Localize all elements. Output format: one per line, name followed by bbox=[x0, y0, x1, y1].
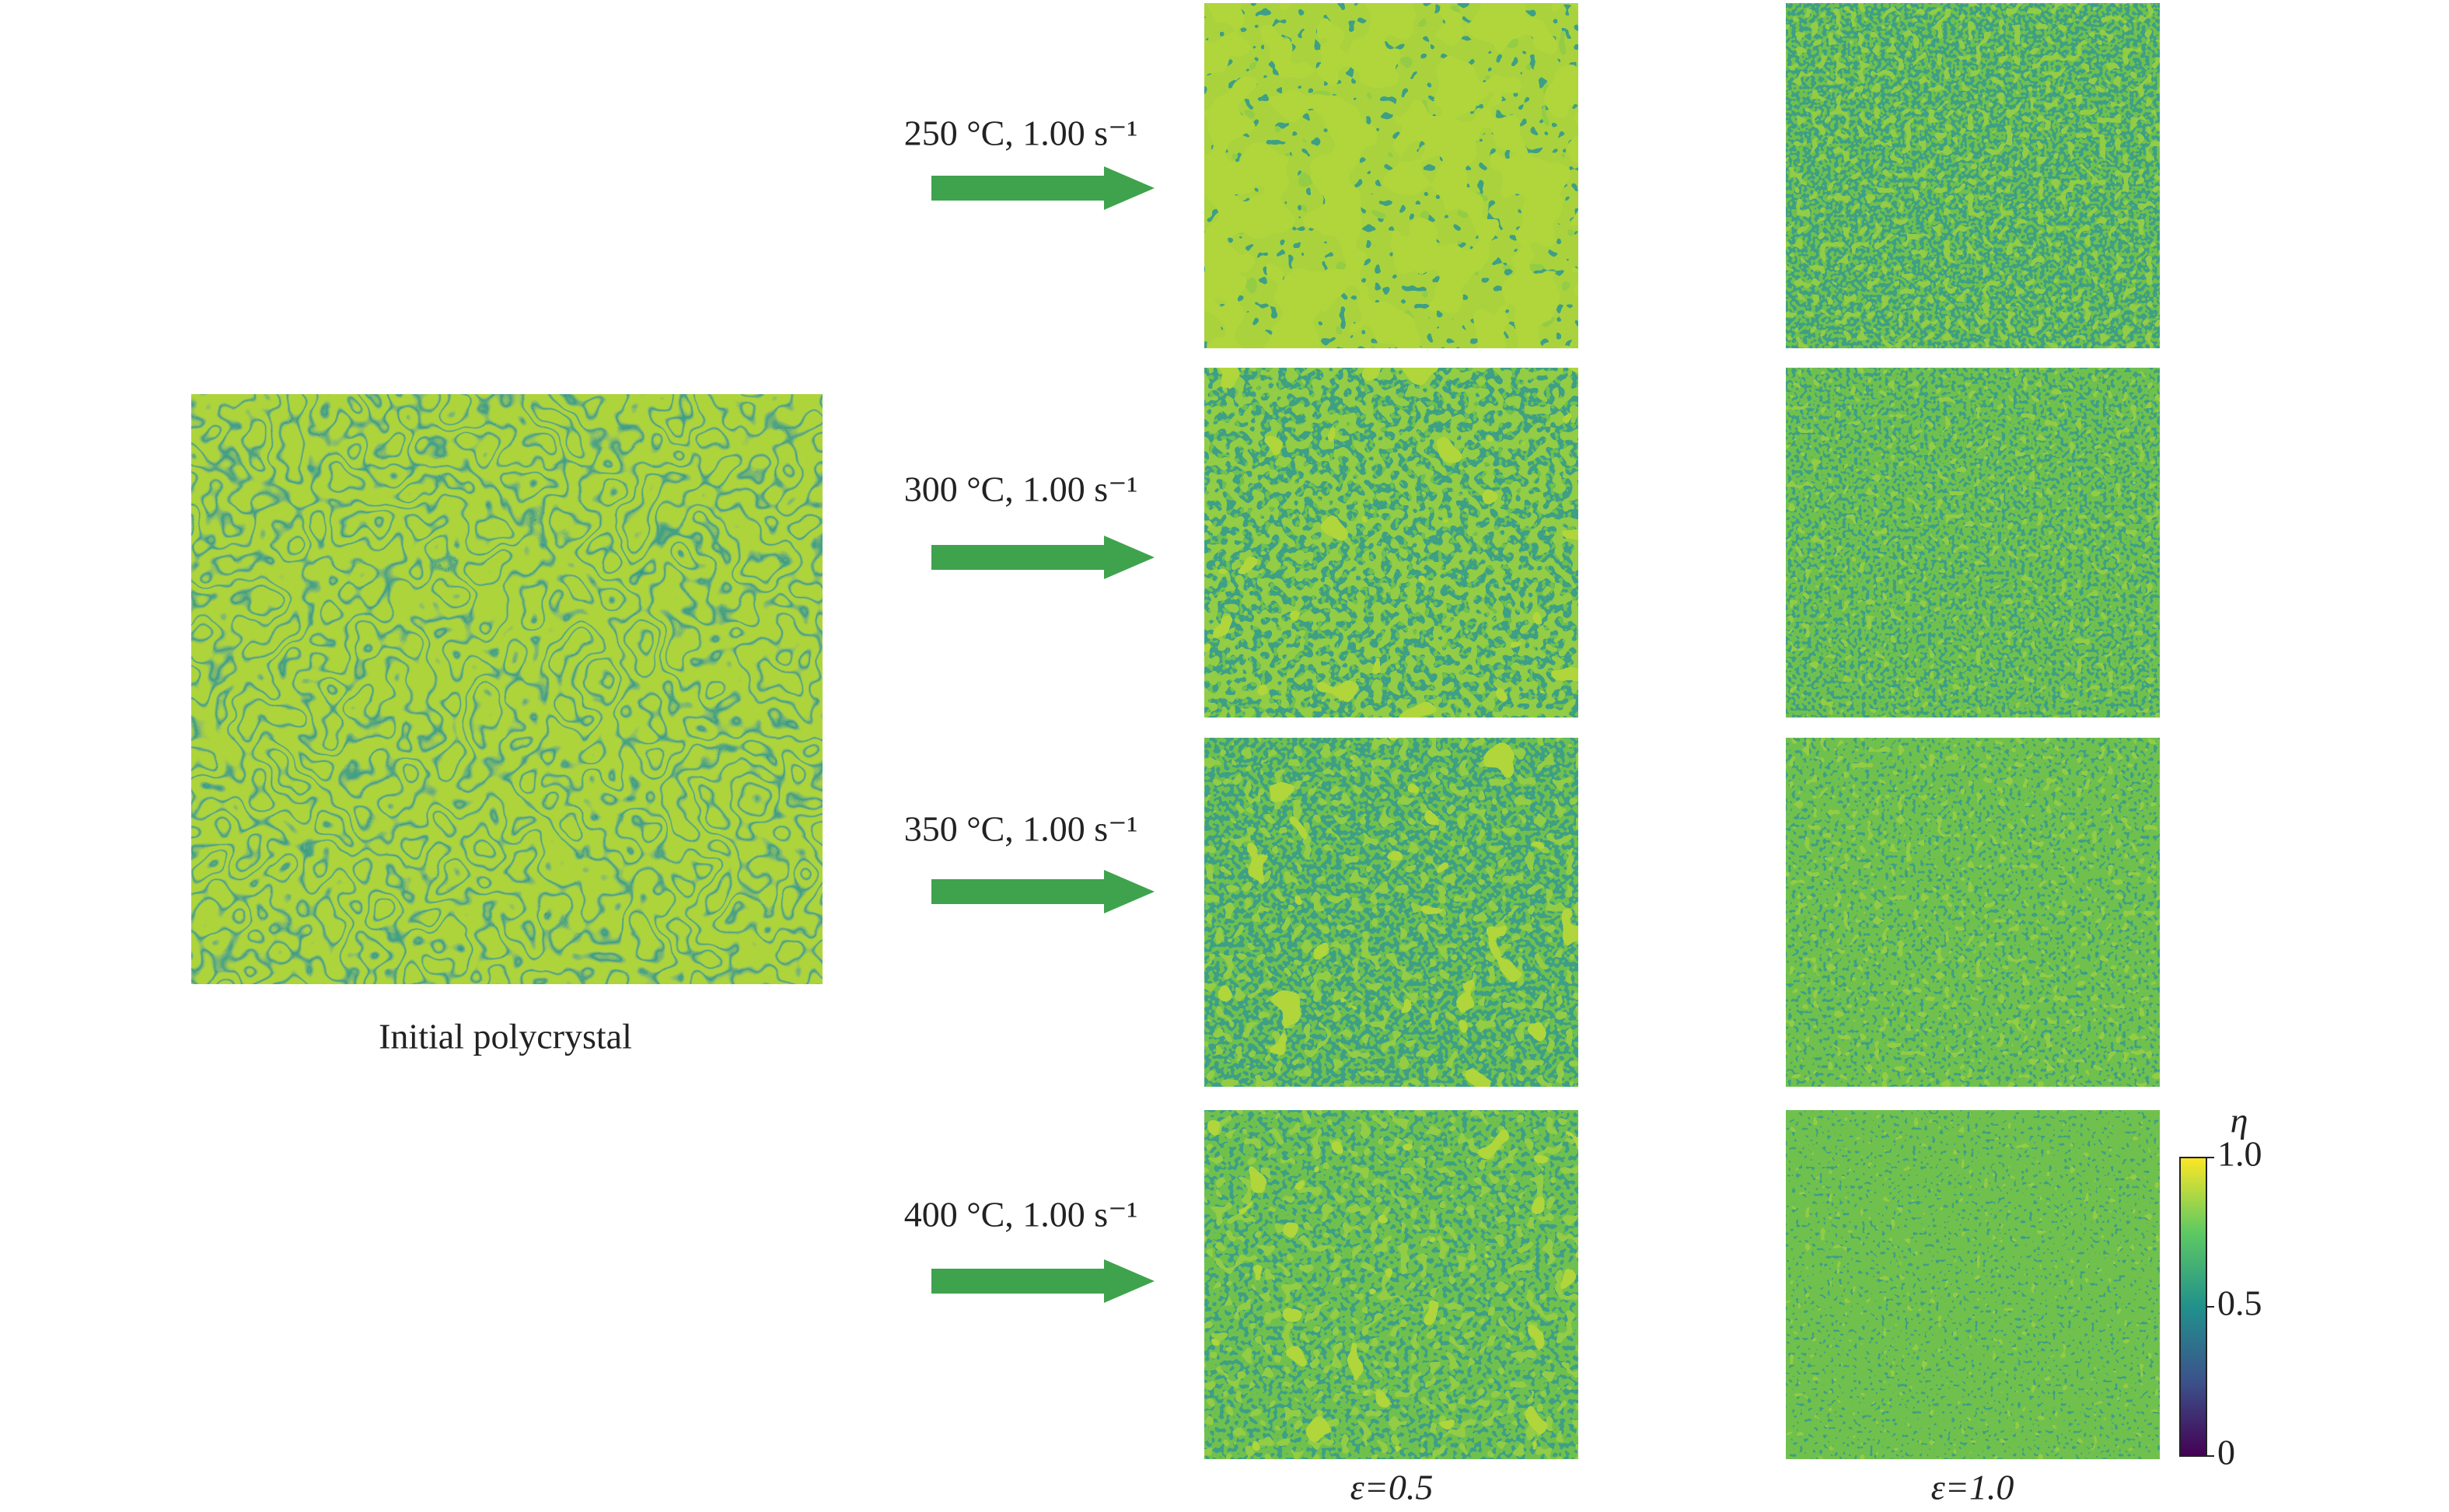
microstructure bbox=[1786, 738, 2160, 1087]
condition-label: 400 °C, 1.00 s⁻¹ bbox=[904, 1195, 1138, 1234]
colorbar-tick-label: 0.5 bbox=[2217, 1283, 2262, 1323]
initial-microstructure bbox=[191, 394, 823, 984]
condition-label: 250 °C, 1.00 s⁻¹ bbox=[904, 113, 1138, 153]
microstructure bbox=[1786, 368, 2160, 718]
microstructure bbox=[1786, 1110, 2160, 1459]
microstructure bbox=[1204, 3, 1578, 348]
arrow bbox=[931, 1259, 1155, 1303]
microstructure bbox=[1204, 1110, 1578, 1459]
arrow bbox=[931, 166, 1155, 210]
colorbar-tick-label: 0 bbox=[2217, 1433, 2235, 1472]
conditions: 250 °C, 1.00 s⁻¹ 300 °C, 1.00 s⁻¹ 350 °C, … bbox=[904, 3, 2160, 1459]
arrow bbox=[931, 536, 1155, 579]
colorbar bbox=[2179, 1157, 2207, 1457]
arrow bbox=[931, 870, 1155, 913]
microstructure bbox=[1786, 3, 2160, 348]
condition-label: 300 °C, 1.00 s⁻¹ bbox=[904, 470, 1138, 509]
strain-label: ε=0.5 bbox=[1350, 1468, 1434, 1507]
microstructure bbox=[1204, 368, 1578, 718]
condition-label: 350 °C, 1.00 s⁻¹ bbox=[904, 809, 1138, 849]
colorbar-tick-label: 1.0 bbox=[2217, 1134, 2262, 1174]
initial-label: Initial polycrystal bbox=[379, 1017, 632, 1056]
microstructure bbox=[1204, 738, 1578, 1087]
colorbar-label: η bbox=[2231, 1101, 2248, 1140]
strain-label: ε=1.0 bbox=[1931, 1468, 2014, 1507]
